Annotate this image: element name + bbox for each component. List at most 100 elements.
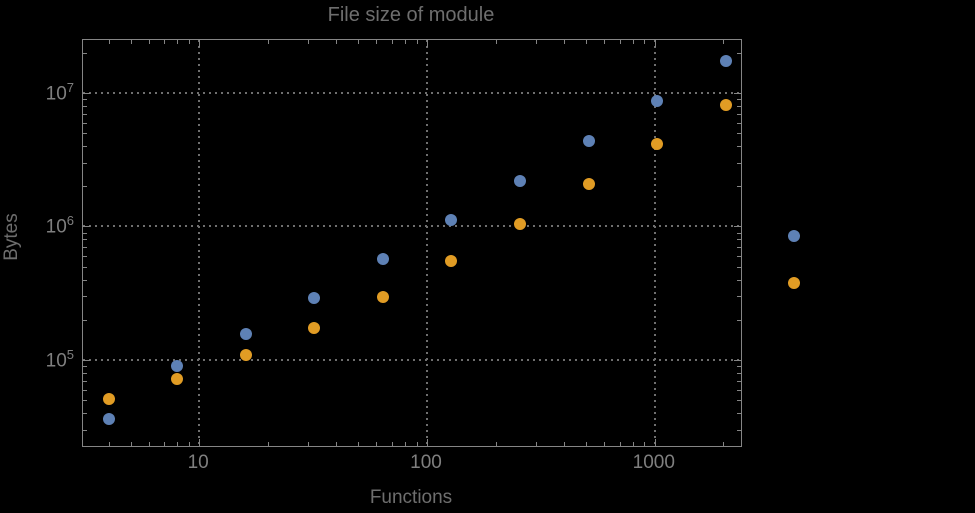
minor-tick-top	[336, 40, 338, 44]
chart-title: File size of module	[327, 4, 495, 26]
gridline-x-10	[198, 40, 201, 446]
minor-tick-bottom	[604, 442, 606, 446]
x-tick-label-1000: 1000	[632, 452, 675, 473]
minor-tick-top	[632, 40, 634, 44]
minor-tick-right	[737, 389, 741, 391]
minor-tick-left	[83, 400, 87, 402]
minor-tick-top	[358, 40, 360, 44]
minor-tick-left	[83, 279, 87, 281]
minor-tick-right	[737, 239, 741, 241]
data-point-series-1-blue-x8	[171, 360, 184, 373]
minor-tick-bottom	[358, 442, 360, 446]
minor-tick-right	[737, 232, 741, 234]
minor-tick-right	[737, 52, 741, 54]
minor-tick-right	[737, 122, 741, 124]
minor-tick-right	[737, 400, 741, 402]
minor-tick-left	[83, 122, 87, 124]
minor-tick-bottom	[416, 442, 418, 446]
minor-tick-right	[737, 99, 741, 101]
y-tick-label-1e7: 107	[45, 79, 74, 105]
minor-tick-bottom	[336, 442, 338, 446]
major-tick-left	[83, 360, 90, 361]
gridline-x-100	[425, 40, 428, 446]
y-tick-label-1e6: 106	[45, 213, 74, 238]
minor-tick-bottom	[644, 442, 646, 446]
data-point-series-2-orange-x64	[376, 291, 389, 304]
gridline-y-1e6	[83, 225, 741, 228]
minor-tick-top	[404, 40, 406, 44]
major-tick-top	[654, 40, 656, 47]
gridline-y-1e7	[83, 91, 741, 94]
minor-tick-right	[737, 256, 741, 258]
minor-tick-right	[737, 162, 741, 164]
minor-tick-left	[83, 52, 87, 54]
data-point-series-2-orange-x4096	[788, 277, 801, 290]
x-axis-title: Functions	[369, 487, 453, 508]
minor-tick-bottom	[148, 442, 150, 446]
minor-tick-top	[564, 40, 566, 44]
data-point-series-1-blue-x128	[445, 213, 458, 226]
minor-tick-bottom	[307, 442, 309, 446]
data-point-series-1-blue-x4096	[788, 229, 801, 242]
minor-tick-left	[83, 162, 87, 164]
data-point-series-2-orange-x1024	[651, 138, 664, 151]
minor-tick-bottom	[632, 442, 634, 446]
minor-tick-top	[495, 40, 497, 44]
minor-tick-left	[83, 413, 87, 415]
minor-tick-left	[83, 372, 87, 374]
minor-tick-top	[130, 40, 132, 44]
major-tick-right	[734, 92, 741, 94]
minor-tick-left	[83, 186, 87, 188]
y-tick-label-1e5: 105	[45, 347, 74, 372]
minor-tick-left	[83, 99, 87, 101]
data-point-series-1-blue-x2048	[719, 54, 732, 67]
major-tick-bottom	[654, 439, 656, 446]
minor-tick-bottom	[495, 442, 497, 446]
minor-tick-right	[737, 113, 741, 115]
major-tick-bottom	[199, 439, 201, 446]
minor-tick-bottom	[391, 442, 393, 446]
major-tick-right	[734, 226, 741, 228]
data-point-series-2-orange-x2048	[719, 98, 732, 111]
data-point-series-1-blue-x4	[102, 413, 115, 426]
minor-tick-top	[376, 40, 378, 44]
data-point-series-2-orange-x4	[102, 393, 115, 406]
minor-tick-bottom	[404, 442, 406, 446]
minor-tick-top	[416, 40, 418, 44]
minor-tick-bottom	[108, 442, 110, 446]
minor-tick-left	[83, 232, 87, 234]
minor-tick-left	[83, 247, 87, 249]
data-point-series-1-blue-x32	[308, 291, 321, 304]
minor-tick-left	[83, 429, 87, 431]
minor-tick-right	[737, 429, 741, 431]
minor-tick-left	[83, 296, 87, 298]
minor-tick-right	[737, 413, 741, 415]
major-tick-top	[199, 40, 201, 47]
data-point-series-1-blue-x16	[239, 328, 252, 341]
plot-area	[82, 39, 801, 447]
data-point-series-1-blue-x512	[582, 134, 595, 147]
minor-tick-right	[737, 366, 741, 368]
minor-tick-left	[83, 389, 87, 391]
minor-tick-top	[188, 40, 190, 44]
minor-tick-right	[737, 105, 741, 107]
minor-tick-top	[163, 40, 165, 44]
minor-tick-top	[148, 40, 150, 44]
minor-tick-right	[737, 372, 741, 374]
major-tick-left	[83, 92, 90, 94]
minor-tick-bottom	[619, 442, 621, 446]
minor-tick-top	[177, 40, 179, 44]
minor-tick-left	[83, 266, 87, 268]
data-point-series-2-orange-x256	[513, 218, 526, 231]
major-tick-right	[734, 360, 741, 361]
minor-tick-left	[83, 146, 87, 148]
minor-tick-top	[586, 40, 588, 44]
minor-tick-top	[604, 40, 606, 44]
minor-tick-right	[737, 380, 741, 382]
minor-tick-top	[644, 40, 646, 44]
minor-tick-bottom	[564, 442, 566, 446]
major-tick-bottom	[426, 439, 428, 446]
minor-tick-bottom	[267, 442, 269, 446]
data-point-series-1-blue-x1024	[651, 95, 664, 108]
